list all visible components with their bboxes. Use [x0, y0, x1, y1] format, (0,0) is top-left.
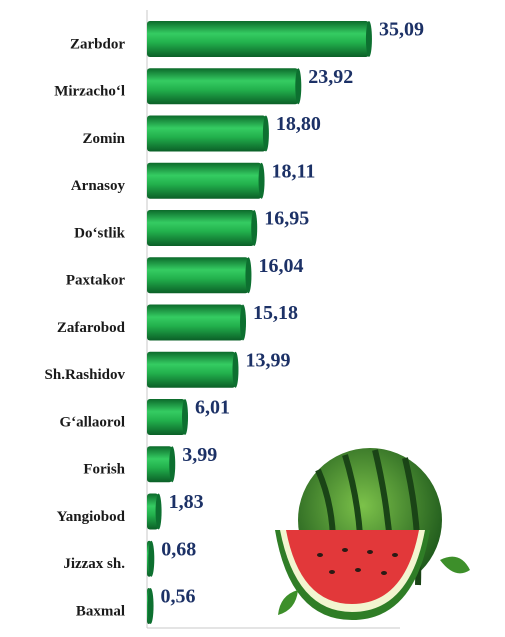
value-label: 23,92 [308, 66, 353, 88]
y-tick-label: Jizzax sh. [63, 556, 125, 572]
bar [147, 493, 159, 530]
bar-cap [258, 162, 265, 199]
value-label: 0,56 [161, 586, 196, 608]
value-label: 15,18 [253, 302, 298, 324]
bar-cap [365, 21, 372, 57]
bar-cap [295, 68, 302, 105]
value-label: 3,99 [182, 444, 217, 466]
y-tick-label: Paxtakor [66, 273, 126, 289]
value-label: 16,95 [264, 208, 309, 230]
bar [147, 446, 173, 483]
value-label: 1,83 [169, 491, 204, 513]
y-tick-label: Baxmal [76, 603, 125, 619]
bar-cap [169, 446, 176, 483]
bar-cap [240, 304, 247, 341]
bar [147, 68, 299, 105]
y-tick-label: Arnasoy [71, 178, 126, 194]
watermelon-illustration [275, 448, 470, 620]
value-label: 18,80 [276, 113, 321, 135]
y-tick-label: Zomin [82, 131, 125, 147]
y-tick-label: Forish [83, 462, 125, 478]
bar [147, 304, 244, 341]
bar [147, 115, 266, 152]
bar-cap [147, 588, 154, 624]
y-tick-label: G‘allaorol [59, 414, 125, 430]
y-tick-label: Zafarobod [57, 320, 126, 336]
value-label: 6,01 [195, 397, 230, 419]
y-tick-label: Zarbdor [70, 36, 125, 52]
value-label: 18,11 [272, 160, 316, 182]
bar [147, 399, 186, 435]
bar-cap [232, 351, 239, 388]
value-label: 0,68 [161, 538, 196, 560]
bar-cap [262, 115, 269, 152]
bar [147, 210, 255, 246]
y-tick-label: Sh.Rashidov [45, 367, 126, 383]
y-tick-label: Mirzacho‘l [54, 84, 125, 100]
bar-cap [245, 257, 252, 294]
value-label: 13,99 [245, 349, 290, 371]
bar-cap [251, 210, 258, 246]
bar [147, 21, 369, 57]
bar-cap [148, 540, 155, 577]
bar [147, 257, 249, 294]
y-tick-label: Yangiobod [57, 509, 126, 525]
bar-cap [155, 493, 162, 530]
y-tick-label: Do‘stlik [74, 225, 125, 241]
bar-cap [182, 399, 189, 435]
value-label: 35,09 [379, 19, 424, 41]
bar [147, 351, 236, 388]
bar [147, 162, 262, 199]
value-label: 16,04 [258, 255, 303, 277]
